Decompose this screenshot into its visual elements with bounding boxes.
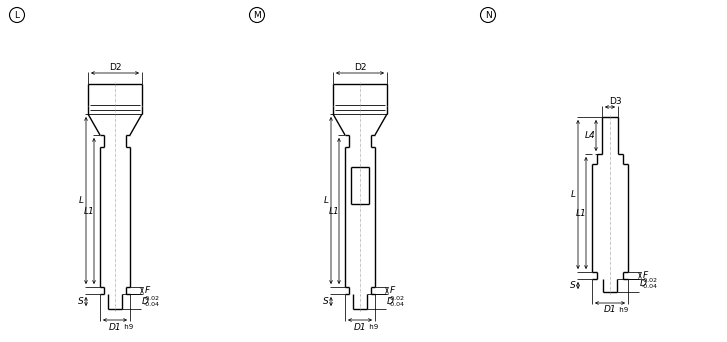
Text: S: S [323, 297, 329, 306]
Text: L1: L1 [576, 209, 587, 218]
Text: D: D [640, 279, 646, 289]
Text: -0.04: -0.04 [144, 302, 160, 306]
Text: L1: L1 [84, 207, 95, 215]
Text: -0.02: -0.02 [389, 295, 405, 301]
Text: L: L [15, 11, 20, 19]
Text: D1: D1 [109, 323, 121, 331]
Text: S: S [570, 281, 576, 290]
Text: F: F [390, 286, 395, 295]
Text: h9: h9 [617, 307, 628, 313]
Text: D: D [142, 297, 148, 305]
Text: L: L [79, 196, 84, 205]
Text: L: L [571, 190, 576, 199]
Text: -0.04: -0.04 [642, 285, 658, 289]
Text: -0.04: -0.04 [389, 302, 405, 306]
Text: D1: D1 [354, 323, 366, 331]
Text: N: N [485, 11, 491, 19]
Text: D2: D2 [109, 63, 121, 71]
Text: D3: D3 [608, 96, 622, 105]
Text: h9: h9 [122, 324, 133, 330]
Text: M: M [253, 11, 261, 19]
Text: F: F [145, 286, 150, 295]
Text: F: F [643, 271, 648, 280]
Text: h9: h9 [367, 324, 378, 330]
Text: D2: D2 [354, 63, 366, 71]
Text: -0.02: -0.02 [144, 295, 160, 301]
Text: S: S [78, 297, 84, 306]
Text: L: L [324, 196, 329, 205]
Text: L4: L4 [585, 131, 595, 140]
Text: L1: L1 [329, 207, 340, 215]
Text: -0.02: -0.02 [642, 278, 658, 284]
Text: D: D [387, 297, 393, 305]
Text: D1: D1 [603, 305, 616, 315]
